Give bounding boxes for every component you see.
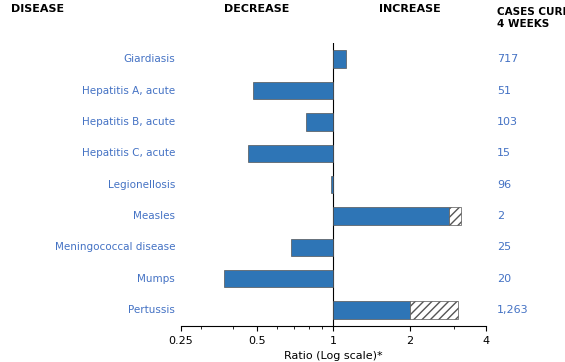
- Text: Hepatitis B, acute: Hepatitis B, acute: [82, 117, 175, 127]
- Bar: [253, 82, 333, 99]
- Text: Legionellosis: Legionellosis: [108, 180, 175, 190]
- Text: Hepatitis A, acute: Hepatitis A, acute: [82, 85, 175, 96]
- Bar: [306, 113, 333, 130]
- Text: Giardiasis: Giardiasis: [123, 54, 175, 64]
- Bar: [449, 207, 462, 224]
- Text: Mumps: Mumps: [137, 274, 175, 284]
- Bar: [248, 145, 333, 162]
- Bar: [291, 239, 333, 256]
- Text: INCREASE: INCREASE: [379, 4, 441, 14]
- Text: Pertussis: Pertussis: [128, 305, 175, 315]
- Text: Measles: Measles: [133, 211, 175, 221]
- Bar: [410, 302, 458, 319]
- X-axis label: Ratio (Log scale)*: Ratio (Log scale)*: [284, 351, 383, 361]
- Text: 2: 2: [497, 211, 505, 221]
- Bar: [333, 50, 346, 68]
- Text: 20: 20: [497, 274, 511, 284]
- Text: 51: 51: [497, 85, 511, 96]
- Bar: [333, 302, 410, 319]
- Text: DECREASE: DECREASE: [224, 4, 290, 14]
- Text: 717: 717: [497, 54, 519, 64]
- Bar: [331, 176, 333, 193]
- Bar: [333, 207, 449, 224]
- Text: 103: 103: [497, 117, 518, 127]
- Bar: [224, 270, 333, 287]
- Text: Meningococcal disease: Meningococcal disease: [55, 243, 175, 252]
- Text: DISEASE: DISEASE: [11, 4, 64, 14]
- Text: 25: 25: [497, 243, 511, 252]
- Text: 1,263: 1,263: [497, 305, 529, 315]
- Text: 96: 96: [497, 180, 511, 190]
- Text: 15: 15: [497, 148, 511, 158]
- Text: CASES CURRENT
4 WEEKS: CASES CURRENT 4 WEEKS: [497, 7, 565, 29]
- Text: Hepatitis C, acute: Hepatitis C, acute: [82, 148, 175, 158]
